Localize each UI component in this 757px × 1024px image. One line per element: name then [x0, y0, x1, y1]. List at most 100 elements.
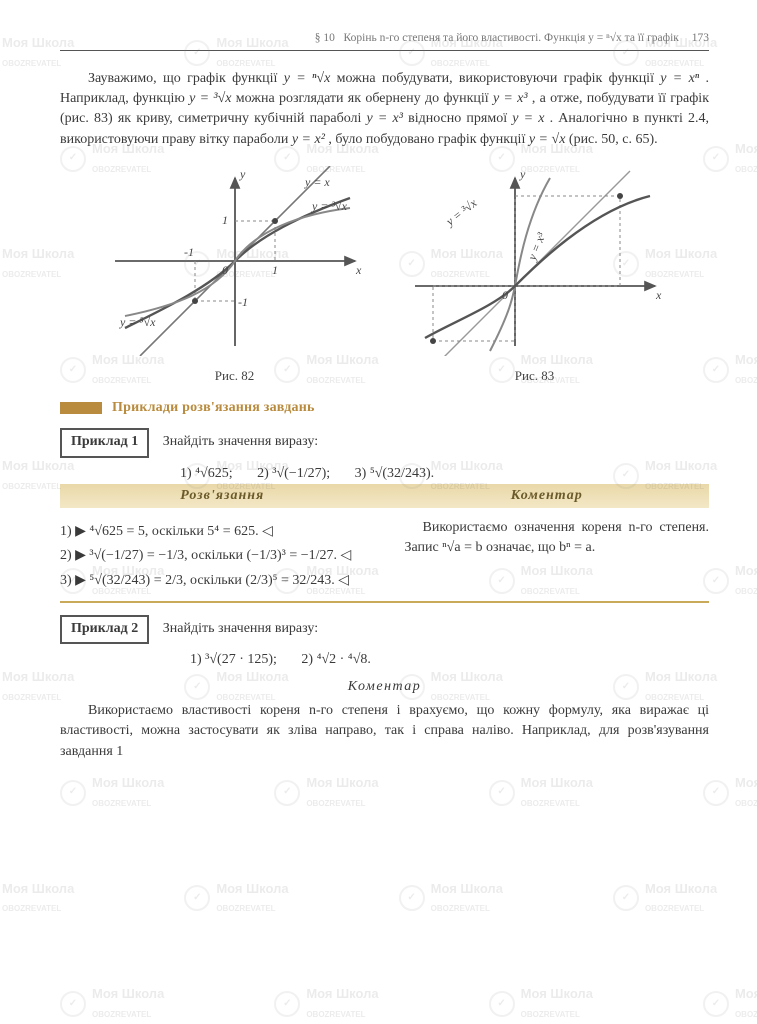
wm-sub: OBOZREVATEL	[735, 1010, 757, 1019]
sol-2: 2) ▶ ³√(−1/27) = −1/3, оскільки (−1/3)³ …	[60, 546, 381, 566]
figure-83-caption: Рис. 83	[400, 367, 670, 386]
example-1-label: Приклад 1	[60, 428, 149, 457]
ex1-item-3: 3) ⁵√(32/243).	[355, 466, 434, 481]
comment-column: Використаємо означення кореня n-го степе…	[391, 512, 709, 601]
origin-label: 0	[502, 288, 508, 302]
figure-82-caption: Рис. 82	[100, 367, 370, 386]
axis-y-label: y	[239, 167, 246, 181]
solution-heading: Розв'язання	[60, 484, 385, 508]
plot-82: y x 0 1 -1 1 -1 y = x y = ³√x y = ⁵√x	[100, 166, 370, 356]
wm-text: Моя Школа	[521, 986, 593, 1001]
wm-sub: OBOZREVATEL	[431, 59, 490, 68]
example-2-prompt: Знайдіть значення виразу:	[163, 621, 318, 636]
wm-text: Моя Школа	[735, 775, 757, 790]
wm-sub: OBOZREVATEL	[521, 799, 580, 808]
example-2-items: 1) ³√(27 · 125); 2) ⁴√2 · ⁴√8.	[190, 650, 709, 670]
wm-text: Моя Школа	[735, 352, 757, 367]
wm-sub: OBOZREVATEL	[735, 587, 757, 596]
math: y = xⁿ	[660, 71, 699, 86]
wm-text: Моя Школа	[735, 563, 757, 578]
section-num: § 10	[315, 32, 335, 44]
wm-sub: OBOZREVATEL	[92, 1010, 151, 1019]
sol-3: 3) ▶ ⁵√(32/243) = 2/3, оскільки (2/3)⁵ =…	[60, 571, 381, 591]
wm-text: Моя Школа	[306, 986, 378, 1001]
wm-sub: OBOZREVATEL	[735, 165, 757, 174]
wm-text: Моя Школа	[306, 775, 378, 790]
root3-label: y = ³√x	[442, 195, 479, 229]
math: y = x	[512, 111, 544, 126]
wm-text: Моя Школа	[521, 775, 593, 790]
root3-label: y = ³√x	[311, 199, 348, 213]
ex2-item-2: 2) ⁴√2 · ⁴√8.	[301, 652, 370, 667]
page-number: 173	[692, 32, 709, 44]
wm-sub: OBOZREVATEL	[306, 1010, 365, 1019]
plot-83: y x 0 y = ³√x y = x³	[400, 166, 670, 356]
paragraph-1: Зауважимо, що графік функції y = ⁿ√x мож…	[60, 69, 709, 150]
running-head: § 10 Корінь n-го степеня та його властив…	[60, 30, 709, 51]
tick-xn: -1	[184, 245, 194, 259]
example-2-paragraph: Використаємо властивості кореня n-го сте…	[60, 701, 709, 762]
text: відносно прямої	[408, 111, 512, 126]
wm-sub: OBOZREVATEL	[645, 904, 704, 913]
wm-sub: OBOZREVATEL	[735, 376, 757, 385]
wm-sub: OBOZREVATEL	[2, 270, 61, 279]
wm-sub: OBOZREVATEL	[735, 799, 757, 808]
ex2-item-1: 1) ³√(27 · 125);	[190, 652, 277, 667]
wm-text: Моя Школа	[2, 458, 74, 473]
text: можна побудувати, використовуючи графік …	[337, 71, 661, 86]
text: , було побудовано графік функції	[328, 132, 528, 147]
line-yx-label: y = x	[304, 175, 330, 189]
comment-text: Використаємо означення кореня n-го степе…	[405, 518, 709, 559]
axis-y-label: y	[519, 167, 526, 181]
wm-sub: OBOZREVATEL	[521, 1010, 580, 1019]
axis-x-label: x	[655, 288, 662, 302]
tick-yp: 1	[222, 213, 228, 227]
text: можна розглядати як обернену до функції	[236, 91, 493, 106]
sol-1: 1) ▶ ⁴√625 = 5, оскільки 5⁴ = 625. ◁	[60, 522, 381, 542]
math: y = √x	[529, 132, 566, 147]
figure-82: y x 0 1 -1 1 -1 y = x y = ³√x y = ⁵√x Ри…	[100, 166, 370, 386]
ex1-item-2: 2) ³√(−1/27);	[257, 466, 330, 481]
example-2-comment-head: Коментар	[60, 677, 709, 697]
wm-sub: OBOZREVATEL	[645, 59, 704, 68]
comment-heading: Коментар	[385, 484, 710, 508]
wm-sub: OBOZREVATEL	[216, 59, 275, 68]
origin-label: 0	[222, 263, 228, 277]
text: Зауважимо, що графік функції	[88, 71, 284, 86]
wm-text: Моя Школа	[2, 881, 74, 896]
wm-text: Моя Школа	[92, 986, 164, 1001]
figures-row: y x 0 1 -1 1 -1 y = x y = ³√x y = ⁵√x Ри…	[60, 166, 709, 386]
text: (рис. 50, с. 65).	[569, 132, 658, 147]
solution-grid: 1) ▶ ⁴√625 = 5, оскільки 5⁴ = 625. ◁ 2) …	[60, 512, 709, 603]
wm-text: Моя Школа	[92, 775, 164, 790]
math: y = x²	[292, 132, 325, 147]
wm-text: Моя Школа	[735, 141, 757, 156]
wm-sub: OBOZREVATEL	[2, 693, 61, 702]
wm-sub: OBOZREVATEL	[431, 904, 490, 913]
wm-sub: OBOZREVATEL	[2, 904, 61, 913]
wm-text: Моя Школа	[216, 881, 288, 896]
figure-83: y x 0 y = ³√x y = x³ Рис. 83	[400, 166, 670, 386]
wm-text: Моя Школа	[645, 881, 717, 896]
wm-sub: OBOZREVATEL	[92, 799, 151, 808]
wm-sub: OBOZREVATEL	[2, 59, 61, 68]
page: // placeholder; watermarks rendered belo…	[0, 0, 757, 1024]
wm-sub: OBOZREVATEL	[306, 799, 365, 808]
section-title: Приклади розв'язання завдань	[112, 398, 315, 418]
math: y = x³	[493, 91, 528, 106]
wm-sub: OBOZREVATEL	[216, 904, 275, 913]
wm-text: Моя Школа	[431, 881, 503, 896]
chapter-title: Корінь n-го степеня та його властивості.…	[344, 32, 679, 44]
examples-section-header: Приклади розв'язання завдань	[60, 398, 709, 418]
example-1-items: 1) ⁴√625; 2) ³√(−1/27); 3) ⁵√(32/243).	[180, 464, 709, 484]
example-1-prompt: Знайдіть значення виразу:	[163, 434, 318, 449]
axis-x-label: x	[355, 263, 362, 277]
wm-sub: OBOZREVATEL	[2, 482, 61, 491]
example-2-header: Приклад 2 Знайдіть значення виразу:	[60, 615, 709, 644]
math: y = ³√x	[189, 91, 231, 106]
tick-xp: 1	[272, 263, 278, 277]
root5-label: y = ⁵√x	[119, 315, 156, 329]
solution-header-row: Розв'язання Коментар	[60, 484, 709, 512]
wm-text: Моя Школа	[735, 986, 757, 1001]
math: y = x³	[367, 111, 403, 126]
